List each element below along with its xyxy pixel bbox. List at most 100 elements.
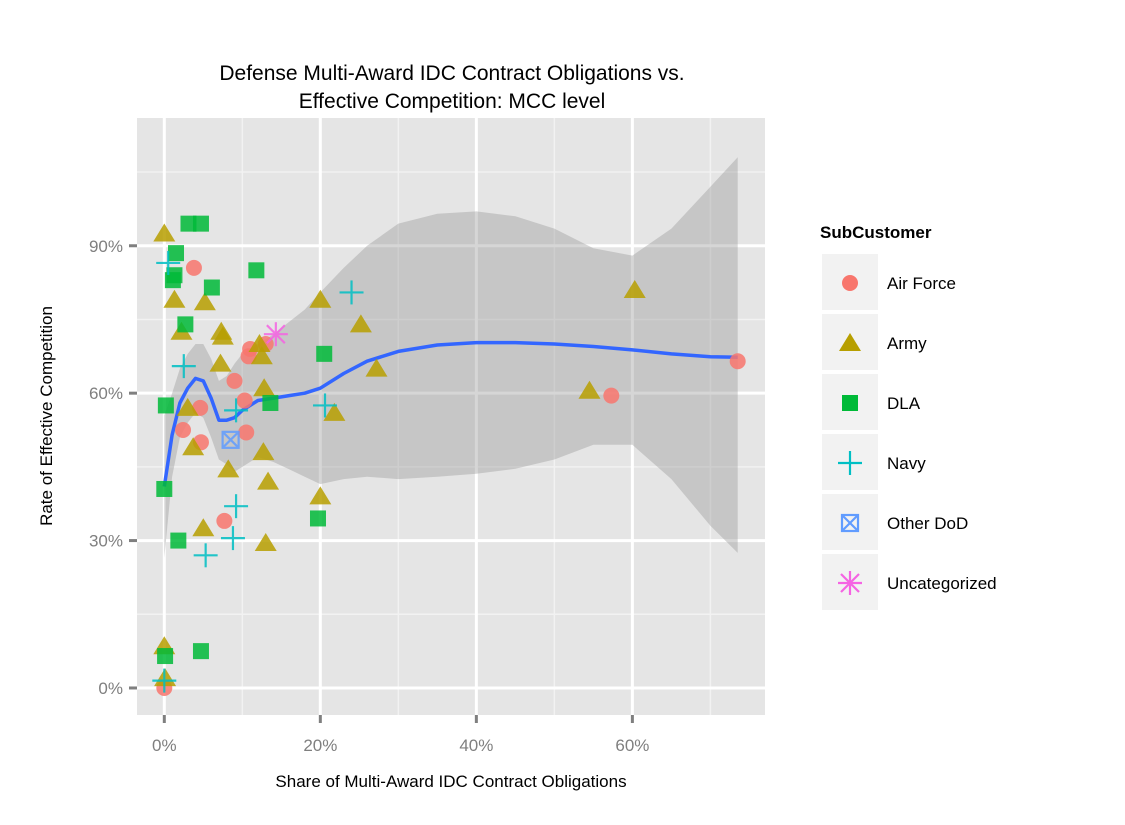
triangle-mark: [578, 380, 601, 399]
point-navy: [224, 494, 249, 519]
legend-label-air-force: Air Force: [887, 274, 956, 293]
legend-label-uncategorized: Uncategorized: [887, 574, 997, 593]
triangle-mark: [153, 223, 176, 242]
triangle-mark: [839, 333, 861, 351]
circle-mark: [175, 422, 192, 439]
point-army: [323, 402, 346, 421]
legend-item-air-force: Air Force: [822, 254, 956, 310]
smooth-line: [162, 340, 738, 487]
triangle-mark: [211, 326, 234, 345]
point-army: [578, 380, 601, 399]
x-axis-title: Share of Multi-Award IDC Contract Obliga…: [275, 772, 626, 791]
square-mark: [842, 395, 858, 411]
triangle-mark: [254, 533, 277, 552]
point-navy: [193, 543, 218, 568]
point-army: [254, 533, 277, 552]
point-army: [192, 518, 215, 537]
point-dla: [316, 345, 333, 362]
point-uncategorized: [263, 322, 288, 347]
circle-mark: [185, 259, 202, 276]
legend-item-uncategorized: Uncategorized: [822, 554, 997, 610]
point-army: [309, 289, 332, 308]
point-army: [248, 334, 271, 353]
triangle-mark: [365, 358, 388, 377]
x-tick-label: 60%: [615, 736, 649, 755]
point-army: [365, 358, 388, 377]
triangle-mark: [309, 486, 332, 505]
y-tick-label: 60%: [89, 384, 123, 403]
point-army: [309, 486, 332, 505]
square-mark: [157, 648, 174, 665]
triangle-mark: [209, 353, 232, 372]
point-navy: [156, 250, 181, 275]
legend: Air Force Army DLA Navy Other DoD Uncategoriz…: [822, 254, 997, 610]
x-tick-label: 20%: [303, 736, 337, 755]
point-other-dod: [221, 430, 240, 449]
y-axis-title: Rate of Effective Competition: [37, 306, 56, 526]
square-mark: [168, 245, 185, 262]
x-tick-label: 40%: [459, 736, 493, 755]
point-air-force: [240, 348, 257, 365]
point-army: [257, 471, 280, 490]
point-dla: [168, 245, 185, 262]
point-army: [163, 289, 186, 308]
triangle-mark: [253, 378, 276, 397]
y-tick-label: 30%: [89, 532, 123, 551]
square-mark: [262, 394, 279, 411]
point-navy: [152, 668, 177, 693]
legend-key-air-force: [842, 275, 858, 291]
square-mark: [157, 397, 174, 414]
triangle-mark: [192, 518, 215, 537]
point-army: [193, 292, 216, 311]
y-tick-label: 90%: [89, 237, 123, 256]
asterisk-d2: [266, 324, 286, 344]
point-navy: [313, 393, 338, 418]
square-mark: [164, 272, 181, 289]
point-dla: [309, 510, 326, 527]
point-army: [153, 223, 176, 242]
square-cross-d2: [221, 431, 240, 449]
square-cross-d2: [841, 514, 859, 532]
point-army: [349, 314, 372, 333]
triangle-mark: [349, 314, 372, 333]
triangle-mark: [248, 334, 271, 353]
point-army: [623, 279, 646, 298]
triangle-mark: [623, 279, 646, 298]
square-mark: [170, 532, 187, 549]
point-dla: [177, 316, 194, 333]
point-air-force: [236, 392, 253, 409]
point-air-force: [226, 372, 243, 389]
point-dla: [192, 643, 209, 660]
point-dla: [180, 215, 197, 232]
point-army: [209, 353, 232, 372]
point-air-force: [185, 259, 202, 276]
square-mark: [309, 510, 326, 527]
point-navy: [220, 526, 245, 551]
point-dla: [170, 532, 187, 549]
minor-gridlines: [137, 118, 765, 715]
point-army: [253, 378, 276, 397]
legend-item-dla: DLA: [822, 374, 921, 430]
circle-mark: [729, 353, 746, 370]
point-navy: [224, 398, 249, 423]
circle-mark: [216, 512, 233, 529]
legend-label-dla: DLA: [887, 394, 921, 413]
triangle-mark: [182, 437, 205, 456]
circle-mark: [238, 424, 255, 441]
point-air-force: [238, 424, 255, 441]
square-mark: [177, 316, 194, 333]
smooth-line-layer: [162, 340, 738, 487]
triangle-mark: [323, 402, 346, 421]
point-air-force: [216, 512, 233, 529]
triangle-mark: [309, 289, 332, 308]
y-tick-label: 0%: [98, 679, 123, 698]
point-army: [217, 459, 240, 478]
point-dla: [192, 215, 209, 232]
circle-mark: [603, 387, 620, 404]
square-mark: [156, 480, 173, 497]
square-mark: [180, 215, 197, 232]
axis-ticks: 0% 20% 40% 60% 0% 30% 60% 90%: [89, 237, 649, 755]
triangle-mark: [176, 397, 199, 416]
triangle-mark: [163, 289, 186, 308]
